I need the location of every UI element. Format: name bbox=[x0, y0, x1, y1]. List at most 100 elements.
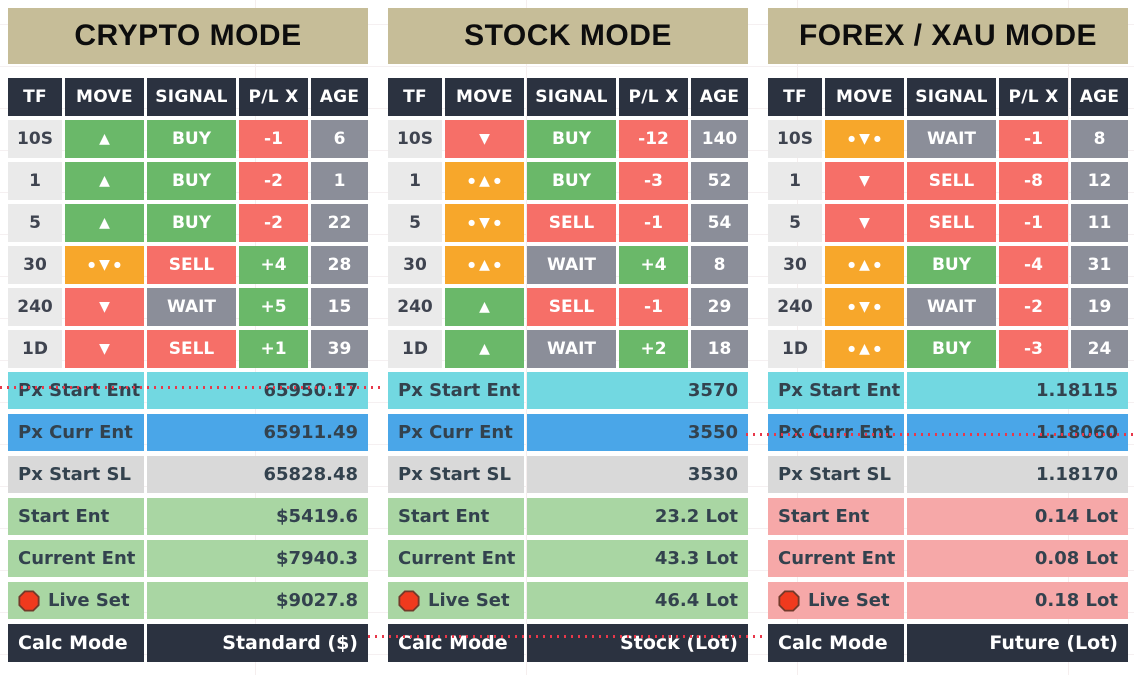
info-label: Current Ent bbox=[8, 540, 144, 577]
info-value: 1.18115 bbox=[907, 372, 1128, 409]
calc-mode-value: Future (Lot) bbox=[907, 624, 1128, 662]
column-header-p-l-x: P/L X bbox=[239, 78, 308, 116]
info-row-start-ent: Start Ent 23.2 Lot bbox=[388, 498, 748, 535]
info-value: 0.08 Lot bbox=[907, 540, 1128, 577]
info-label: Start Ent bbox=[388, 498, 524, 535]
info-value: 1.18170 bbox=[907, 456, 1128, 493]
signal-table: TF MOVE SIGNAL P/L X AGE 10S ▲ BUY -1 6 1 ▲ BUY -2 1 5 ▲… bbox=[8, 78, 368, 368]
info-row-px-start-ent: Px Start Ent 65950.17 bbox=[8, 372, 368, 409]
tf-cell: 240 bbox=[388, 288, 442, 326]
signal-cell: BUY bbox=[527, 162, 616, 200]
plx-cell: +4 bbox=[239, 246, 308, 284]
move-cell: ● ▼ ● bbox=[445, 204, 524, 242]
plx-cell: +1 bbox=[239, 330, 308, 368]
info-label-text: Start Ent bbox=[18, 506, 110, 527]
dot-icon: ● bbox=[848, 344, 856, 353]
signal-cell: BUY bbox=[147, 204, 236, 242]
age-cell: 140 bbox=[691, 120, 748, 158]
info-row-px-start-sl: Px Start SL 65828.48 bbox=[8, 456, 368, 493]
column-header-signal: SIGNAL bbox=[907, 78, 996, 116]
move-cell: ▼ bbox=[825, 162, 904, 200]
plx-cell: -8 bbox=[999, 162, 1068, 200]
info-label: Px Curr Ent bbox=[8, 414, 144, 451]
down-triangle-icon: ● ▼ ● bbox=[88, 257, 121, 273]
info-row-live-set: Live Set 0.18 Lot bbox=[768, 582, 1128, 619]
up-triangle-icon: ● ▲ ● bbox=[468, 257, 501, 273]
calc-mode-row: Calc Mode Future (Lot) bbox=[768, 624, 1128, 662]
move-cell: ▲ bbox=[65, 162, 144, 200]
info-label-text: Px Start Ent bbox=[398, 380, 521, 401]
age-cell: 52 bbox=[691, 162, 748, 200]
info-label: Px Start SL bbox=[8, 456, 144, 493]
signal-cell: BUY bbox=[527, 120, 616, 158]
signal-cell: SELL bbox=[527, 288, 616, 326]
age-cell: 54 bbox=[691, 204, 748, 242]
move-cell: ● ▲ ● bbox=[825, 330, 904, 368]
plx-cell: -3 bbox=[619, 162, 688, 200]
dot-icon: ● bbox=[113, 260, 121, 269]
info-label: Px Curr Ent bbox=[388, 414, 524, 451]
down-triangle-icon: ● ▼ ● bbox=[468, 215, 501, 231]
tf-cell: 5 bbox=[768, 204, 822, 242]
signal-cell: WAIT bbox=[527, 330, 616, 368]
info-label: Px Start SL bbox=[388, 456, 524, 493]
age-cell: 1 bbox=[311, 162, 368, 200]
move-cell: ▲ bbox=[65, 204, 144, 242]
calc-mode-row: Calc Mode Stock (Lot) bbox=[388, 624, 748, 662]
move-cell: ● ▲ ● bbox=[825, 246, 904, 284]
move-cell: ● ▲ ● bbox=[445, 162, 524, 200]
age-cell: 6 bbox=[311, 120, 368, 158]
tf-cell: 10S bbox=[388, 120, 442, 158]
info-label-text: Live Set bbox=[808, 590, 890, 611]
tf-cell: 30 bbox=[388, 246, 442, 284]
plx-cell: -4 bbox=[999, 246, 1068, 284]
calc-mode-row: Calc Mode Standard ($) bbox=[8, 624, 368, 662]
move-cell: ▲ bbox=[65, 120, 144, 158]
price-alert-line-forex bbox=[746, 433, 1134, 436]
signal-cell: SELL bbox=[147, 330, 236, 368]
info-row-current-ent: Current Ent $7940.3 bbox=[8, 540, 368, 577]
info-label-text: Px Start SL bbox=[398, 464, 511, 485]
signal-cell: BUY bbox=[907, 246, 996, 284]
tf-cell: 1 bbox=[768, 162, 822, 200]
signal-cell: SELL bbox=[147, 246, 236, 284]
calc-mode-value: Stock (Lot) bbox=[527, 624, 748, 662]
calc-mode-label: Calc Mode bbox=[768, 624, 904, 662]
up-triangle-icon: ▲ bbox=[99, 131, 110, 147]
calc-mode-value: Standard ($) bbox=[147, 624, 368, 662]
age-cell: 8 bbox=[691, 246, 748, 284]
up-triangle-icon: ▲ bbox=[99, 215, 110, 231]
plx-cell: -1 bbox=[999, 204, 1068, 242]
tf-cell: 1D bbox=[768, 330, 822, 368]
move-cell: ● ▲ ● bbox=[445, 246, 524, 284]
tf-cell: 10S bbox=[768, 120, 822, 158]
plx-cell: -1 bbox=[619, 288, 688, 326]
info-label-text: Px Curr Ent bbox=[18, 422, 133, 443]
info-row-live-set: Live Set $9027.8 bbox=[8, 582, 368, 619]
up-triangle-icon: ● ▲ ● bbox=[848, 257, 881, 273]
age-cell: 22 bbox=[311, 204, 368, 242]
info-value: $7940.3 bbox=[147, 540, 368, 577]
panel-title: STOCK MODE bbox=[388, 8, 748, 64]
info-value: 0.14 Lot bbox=[907, 498, 1128, 535]
dot-icon: ● bbox=[493, 176, 501, 185]
column-header-age: AGE bbox=[691, 78, 748, 116]
info-label-text: Px Start Ent bbox=[18, 380, 141, 401]
price-alert-line-crypto bbox=[0, 386, 380, 389]
info-row-px-curr-ent: Px Curr Ent 1.18060 bbox=[768, 414, 1128, 451]
info-value: 3570 bbox=[527, 372, 748, 409]
plx-cell: -2 bbox=[239, 162, 308, 200]
info-label-text: Px Start SL bbox=[18, 464, 131, 485]
info-label-text: Start Ent bbox=[398, 506, 490, 527]
info-label: Px Start Ent bbox=[8, 372, 144, 409]
tf-cell: 5 bbox=[388, 204, 442, 242]
age-cell: 19 bbox=[1071, 288, 1128, 326]
up-triangle-icon: ● ▲ ● bbox=[468, 173, 501, 189]
column-header-move: MOVE bbox=[445, 78, 524, 116]
up-triangle-icon: ▲ bbox=[99, 173, 110, 189]
age-cell: 31 bbox=[1071, 246, 1128, 284]
dot-icon: ● bbox=[468, 218, 476, 227]
info-label-text: Px Curr Ent bbox=[778, 422, 893, 443]
dot-icon: ● bbox=[873, 134, 881, 143]
up-triangle-icon: ▲ bbox=[479, 341, 490, 357]
